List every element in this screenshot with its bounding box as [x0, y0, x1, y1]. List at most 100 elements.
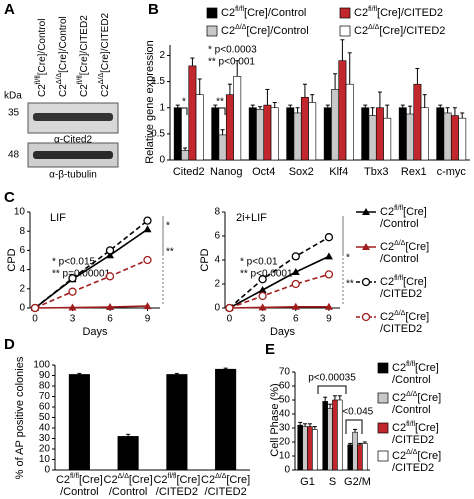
error-bar — [452, 107, 457, 116]
error-bar — [310, 94, 315, 103]
lane-label: C2Δ/Δ[Cre]/Control — [56, 16, 69, 97]
y-axis-label: CPD — [6, 248, 18, 271]
bar — [443, 112, 452, 161]
bar — [225, 94, 234, 161]
panel-label: A — [4, 1, 15, 18]
x-tick-label: Tbx3 — [364, 166, 388, 178]
y-tick-label: 100 — [33, 360, 50, 371]
point — [324, 233, 334, 242]
bar — [357, 444, 363, 471]
error-bar — [312, 426, 317, 430]
legend-swatch — [339, 7, 351, 19]
x-axis-label: Days — [270, 326, 296, 338]
y-tick-label: 8 — [214, 207, 220, 218]
annotation: ** — [216, 97, 224, 108]
point — [324, 252, 333, 260]
x-tick-label: G1 — [300, 476, 315, 488]
bar — [270, 107, 279, 161]
x-tick-label: 0 — [32, 314, 38, 325]
error-bar — [288, 104, 293, 108]
legend-label: C2fl/fl[Cre]/Control — [380, 205, 427, 230]
y-tick-label: 40 — [39, 423, 51, 434]
error-bar — [190, 57, 195, 66]
error-bar — [213, 104, 218, 108]
lane-label: C2Δ/Δ[Cre]/CITED2 — [98, 12, 111, 97]
y-axis-label: Relative gene expression — [144, 40, 156, 164]
blot-band — [33, 113, 113, 121]
bar — [327, 408, 333, 471]
error-bar — [183, 147, 188, 151]
band-label: α-β-tubulin — [49, 170, 97, 181]
y-tick-label: 0 — [159, 155, 165, 166]
error-bar — [227, 83, 232, 95]
legend-swatch — [377, 362, 389, 374]
bar — [286, 107, 295, 161]
x-tick-label: Cited2 — [173, 166, 205, 178]
bar — [307, 426, 313, 471]
point — [225, 303, 234, 313]
bar — [337, 399, 343, 471]
y-tick-label: 40 — [279, 409, 291, 420]
bar — [323, 107, 332, 161]
y-tick-label: 50 — [39, 412, 51, 423]
bar — [345, 83, 354, 161]
point — [143, 255, 152, 265]
error-bar — [422, 94, 427, 108]
bar — [420, 107, 429, 161]
x-tick-label: C2Δ/Δ[Cre]/CITED2 — [201, 473, 250, 498]
annotation: ** p<0.001 — [208, 57, 255, 68]
bar — [361, 107, 370, 161]
annotation: ** — [346, 279, 354, 290]
bar — [300, 96, 309, 161]
error-bar — [265, 88, 270, 106]
bar — [375, 107, 384, 161]
panel-label: B — [148, 1, 159, 18]
panel-label: C — [4, 189, 15, 206]
bar — [166, 374, 188, 471]
error-bar — [363, 104, 368, 108]
error-bar — [302, 83, 307, 98]
chart-title: LIF — [50, 212, 66, 224]
blot-band — [33, 151, 113, 159]
bar — [332, 399, 338, 471]
y-tick-label: 60 — [39, 402, 51, 413]
error-bar — [126, 433, 131, 437]
annotation: ** p<0.0001 — [240, 269, 293, 280]
bar — [383, 117, 392, 161]
y-tick-label: 50 — [279, 395, 291, 406]
band-label: α-Cited2 — [54, 135, 92, 146]
y-tick-label: 0 — [214, 303, 220, 314]
x-axis-label: Days — [82, 326, 108, 338]
error-bar — [408, 105, 413, 114]
error-bar — [223, 367, 228, 370]
series-line — [229, 255, 330, 309]
y-tick-label: 90 — [39, 370, 51, 381]
point — [258, 303, 267, 311]
point — [258, 291, 267, 301]
bar — [293, 112, 302, 161]
marker-label: 35 — [8, 108, 20, 119]
lane-label: C2fl/fl[Cre]/CITED2 — [77, 15, 90, 97]
error-bar — [197, 78, 202, 95]
error-bar — [347, 52, 352, 85]
bar — [322, 401, 328, 471]
bar — [68, 374, 90, 471]
x-tick-label: c-myc — [437, 166, 467, 178]
point — [258, 275, 267, 284]
bracket — [180, 107, 188, 115]
legend-marker — [361, 277, 371, 287]
y-tick-label: 4 — [214, 255, 220, 266]
error-bar — [272, 102, 277, 108]
error-bar — [438, 104, 443, 108]
chart-title: 2i+LIF — [236, 212, 267, 224]
bar — [436, 107, 445, 161]
point — [291, 268, 300, 275]
bar — [312, 429, 318, 471]
error-bar — [357, 442, 362, 445]
error-bar — [445, 107, 450, 113]
y-tick-label: 70 — [279, 367, 291, 378]
point — [68, 274, 77, 283]
bar — [188, 65, 197, 161]
annotation: ** — [166, 247, 174, 258]
error-bar — [323, 396, 328, 402]
